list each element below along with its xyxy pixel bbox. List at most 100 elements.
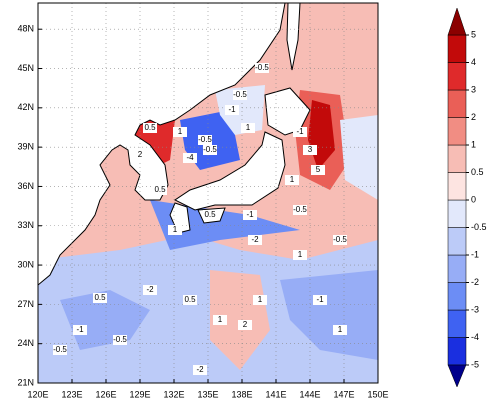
contour-label-bg [293,127,307,137]
lon-tick-label: 138E [231,389,252,399]
colorbar-segment [447,144,467,173]
colorbar-tick-label: 2 [471,112,476,122]
lat-tick-label: 48N [17,24,34,34]
contour-label-bg [313,295,327,305]
lon-tick-label: 120E [27,389,48,399]
lat-tick-label: 30N [17,259,34,269]
contour-label-bg [183,153,197,163]
colorbar-over [447,7,467,36]
colorbar-segment [447,34,467,63]
lon-tick-label: 141E [265,389,286,399]
contour-label-bg [53,345,67,355]
contour-label: -1 [228,105,236,114]
contour-label-bg [243,210,257,220]
contour-label-bg [203,210,217,220]
contour-label: -0.5 [233,90,247,99]
contour-label: 3 [308,145,313,154]
contour-label: 2 [243,320,248,329]
contour-label: -0.5 [333,235,347,244]
contour-label-bg [193,365,207,375]
contour-label: -1 [246,210,254,219]
anomaly-region [215,85,265,135]
contour-label: -0.5 [255,63,269,72]
lat-tick-label: 45N [17,63,34,73]
contour-label-bg [225,105,239,115]
lat-tick-label: 42N [17,102,34,112]
contour-label-bg [255,63,269,73]
contour-label-bg [143,285,157,295]
contour-label-bg [168,225,182,235]
contour-label-bg [253,295,267,305]
contour-label-bg [198,135,212,145]
colorbar-segment [447,282,467,311]
lon-tick-label: 129E [129,389,150,399]
colorbar-tick-label: 4 [471,57,476,67]
colorbar-tick-label: 0.5 [471,167,484,177]
lat-tick-label: 21N [17,377,34,387]
lat-tick-label: 36N [17,181,34,191]
contour-label-bg [293,205,307,215]
contour-label: -2 [146,285,154,294]
lon-tick-label: 132E [163,389,184,399]
contour-label: -4 [186,153,194,162]
contour-label: 0.5 [204,210,216,219]
colorbar-tick-label: -3 [471,304,479,314]
contour-label-bg [93,293,107,303]
lat-tick-label: 24N [17,338,34,348]
honshu [174,131,286,211]
contour-label: -2 [196,365,204,374]
colorbar-under [447,364,467,388]
contour-label: 1 [246,123,251,132]
anomaly-region [280,270,378,360]
colorbar-tick-label: 5 [471,29,476,39]
lon-tick-label: 126E [95,389,116,399]
contour-label-bg [311,165,325,175]
contour-label: 1 [258,295,263,304]
contour-label: -1 [296,127,304,136]
colorbar-tick-label: -5 [471,359,479,369]
contour-label-bg [303,145,317,155]
map-area: -0.5-0.50.5 1-0.5-42-110.5-0.553-11-1-210… [38,3,378,383]
contour-label: 1 [338,325,343,334]
contour-label: -0.5 [293,205,307,214]
contour-label: 0.5 [184,295,196,304]
lon-tick-label: 147E [333,389,354,399]
contour-label-bg [241,123,255,133]
colorbar-tick-label: 3 [471,84,476,94]
contour-label-bg [213,315,227,325]
contour-label: 0.5 [144,123,156,132]
contour-label-bg [238,320,252,330]
colorbar-tick-label: -4 [471,332,479,342]
colorbar-tick-label: 1 [471,139,476,149]
contour-label: 1 [218,315,223,324]
lat-tick-label: 33N [17,220,34,230]
contour-label-bg [143,123,157,133]
sakhalin [286,3,301,71]
contour-label-bg [248,235,262,245]
contour-label-bg [293,250,307,260]
anomaly-region [340,115,378,200]
contour-label: -0.5 [203,145,217,154]
contour-label: -0.5 [53,345,67,354]
colorbar-segment [447,227,467,256]
contour-label-bg [333,325,347,335]
contour-label-bg [173,127,187,137]
contour-label-bg [183,295,197,305]
contour-label: 1 [290,175,295,184]
contour-label-bg [233,90,247,100]
contour-label: 0.5 [94,293,106,302]
colorbar-segment [447,337,467,366]
colorbar-segment [447,309,467,338]
contour-label: -0.5 [198,135,212,144]
colorbar-segment [447,89,467,118]
anomaly-region [38,235,378,383]
contour-label: 5 [316,165,321,174]
contour-label: -0.5 [113,335,127,344]
colorbar-tick-label: -2 [471,277,479,287]
contour-label-bg [73,325,87,335]
contour-label-bg [133,150,147,160]
contour-label-bg [203,145,217,155]
contour-label: 1 [173,225,178,234]
colorbar-segment [447,254,467,283]
colorbar-tick-label: 0 [471,194,476,204]
